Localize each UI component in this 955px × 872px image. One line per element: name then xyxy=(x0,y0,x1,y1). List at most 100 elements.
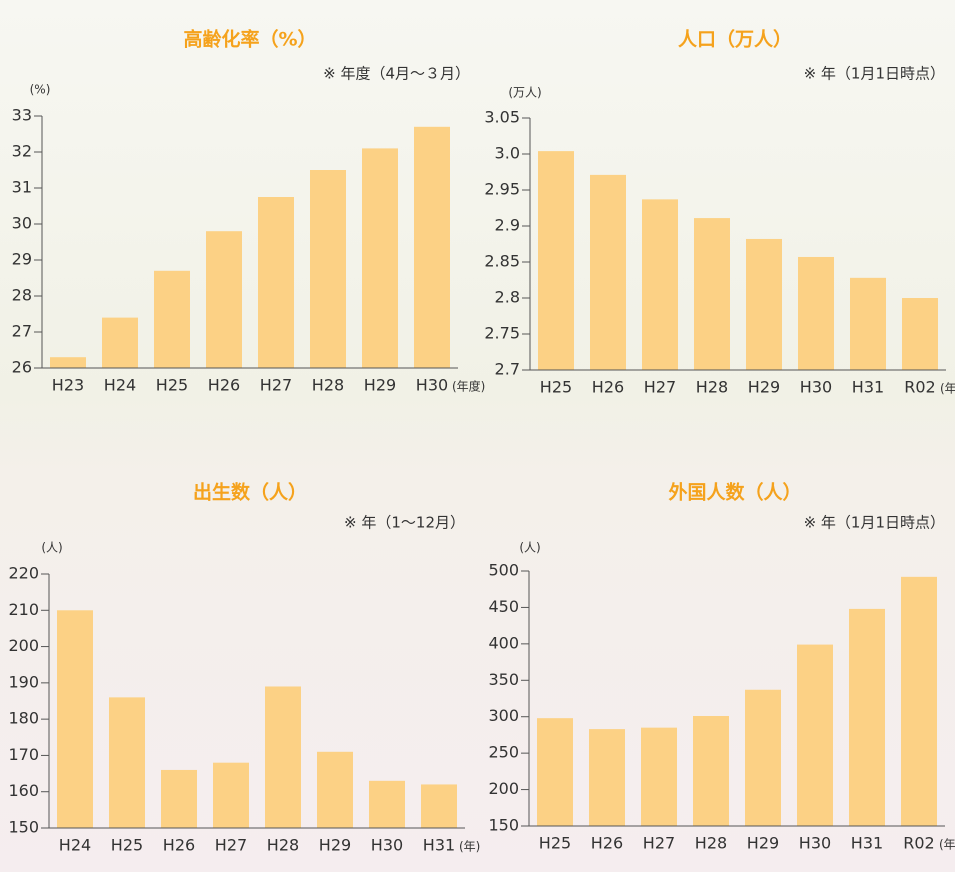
bar xyxy=(362,148,398,368)
x-unit: (年) xyxy=(940,382,955,396)
x-tick-label: H25 xyxy=(111,836,143,855)
y-tick-label: 500 xyxy=(488,561,519,580)
x-tick-label: H31 xyxy=(851,834,883,853)
chart-page: 高齢化率（%）※ 年度（4月～３月）(%)2627282930313233H23… xyxy=(0,0,955,872)
x-tick-label: H28 xyxy=(312,376,344,395)
x-tick-label: H27 xyxy=(215,836,247,855)
x-tick-label: H26 xyxy=(208,376,240,395)
y-tick-label: 160 xyxy=(8,781,39,800)
x-tick-label: H25 xyxy=(540,378,572,397)
y-tick-label: 150 xyxy=(8,818,39,837)
bar xyxy=(537,718,573,826)
x-tick-label: H30 xyxy=(799,834,831,853)
x-tick-label: H25 xyxy=(539,834,571,853)
y-tick-label: 31 xyxy=(12,178,32,197)
bar xyxy=(797,645,833,826)
y-tick-label: 450 xyxy=(488,597,519,616)
y-tick-label: 26 xyxy=(12,358,32,377)
y-tick-label: 2.9 xyxy=(495,216,520,235)
x-tick-label: H25 xyxy=(156,376,188,395)
bar xyxy=(161,770,197,828)
chart-title: 出生数（人） xyxy=(193,481,307,504)
y-tick-label: 2.85 xyxy=(484,252,520,271)
x-unit: (年) xyxy=(459,840,480,854)
y-tick-label: 3.0 xyxy=(495,144,520,163)
bar xyxy=(102,318,138,368)
y-tick-label: 190 xyxy=(8,672,39,691)
y-unit: (人) xyxy=(41,541,62,555)
bar xyxy=(798,257,834,370)
bar xyxy=(590,175,626,370)
y-unit: (人) xyxy=(519,541,540,555)
x-tick-label: R02 xyxy=(904,378,935,397)
y-tick-label: 2.75 xyxy=(484,324,520,343)
x-tick-label: H26 xyxy=(591,834,623,853)
x-tick-label: H31 xyxy=(423,836,455,855)
y-tick-label: 2.7 xyxy=(495,360,520,379)
x-tick-label: H31 xyxy=(852,378,884,397)
y-tick-label: 180 xyxy=(8,709,39,728)
bar xyxy=(642,199,678,370)
x-tick-label: H27 xyxy=(643,834,675,853)
x-tick-label: H29 xyxy=(748,378,780,397)
chart-title: 外国人数（人） xyxy=(668,481,801,504)
bar xyxy=(693,716,729,826)
bar xyxy=(50,357,86,368)
x-tick-label: H27 xyxy=(644,378,676,397)
y-tick-label: 33 xyxy=(12,106,32,125)
y-tick-label: 220 xyxy=(8,564,39,583)
x-unit: (年度) xyxy=(452,379,485,394)
y-tick-label: 400 xyxy=(488,633,519,652)
x-tick-label: H26 xyxy=(163,836,195,855)
page: 高齢化率（%）※ 年度（4月～３月）(%)2627282930313233H23… xyxy=(0,0,955,872)
x-tick-label: H28 xyxy=(696,378,728,397)
x-unit: (年) xyxy=(939,838,955,852)
x-tick-label: H27 xyxy=(260,376,292,395)
x-tick-label: H23 xyxy=(52,376,84,395)
bar xyxy=(213,763,249,828)
bar xyxy=(265,686,301,828)
chart-note: ※ 年（1月1日時点） xyxy=(804,514,945,532)
x-tick-label: H28 xyxy=(695,834,727,853)
y-tick-label: 30 xyxy=(12,214,32,233)
x-tick-label: H30 xyxy=(800,378,832,397)
x-tick-label: H29 xyxy=(319,836,351,855)
bar xyxy=(57,610,93,828)
bar xyxy=(414,127,450,368)
y-unit: (%) xyxy=(30,83,51,97)
y-tick-label: 200 xyxy=(8,636,39,655)
bar xyxy=(369,781,405,828)
bar xyxy=(206,231,242,368)
bar xyxy=(310,170,346,368)
bar xyxy=(109,697,145,828)
x-tick-label: H30 xyxy=(371,836,403,855)
y-tick-label: 170 xyxy=(8,745,39,764)
bar xyxy=(317,752,353,828)
bar xyxy=(258,197,294,368)
bar xyxy=(538,151,574,370)
y-tick-label: 350 xyxy=(488,670,519,689)
bar xyxy=(745,690,781,826)
x-tick-label: H29 xyxy=(364,376,396,395)
bar xyxy=(901,577,937,826)
y-tick-label: 210 xyxy=(8,600,39,619)
y-tick-label: 150 xyxy=(488,816,519,835)
y-tick-label: 27 xyxy=(12,322,32,341)
y-tick-label: 300 xyxy=(488,706,519,725)
y-tick-label: 200 xyxy=(488,779,519,798)
bar xyxy=(589,729,625,826)
y-tick-label: 32 xyxy=(12,142,32,161)
x-tick-label: H30 xyxy=(416,376,448,395)
y-tick-label: 2.8 xyxy=(495,288,520,307)
bar xyxy=(746,239,782,370)
x-tick-label: H24 xyxy=(59,836,91,855)
bar xyxy=(641,728,677,826)
y-tick-label: 250 xyxy=(488,743,519,762)
x-tick-label: H26 xyxy=(592,378,624,397)
chart-title: 高齢化率（%） xyxy=(183,28,316,51)
bar xyxy=(694,218,730,370)
chart-note: ※ 年（1～12月） xyxy=(344,514,465,532)
chart-note: ※ 年（1月1日時点） xyxy=(804,65,945,83)
y-tick-label: 28 xyxy=(12,286,32,305)
y-tick-label: 29 xyxy=(12,250,32,269)
